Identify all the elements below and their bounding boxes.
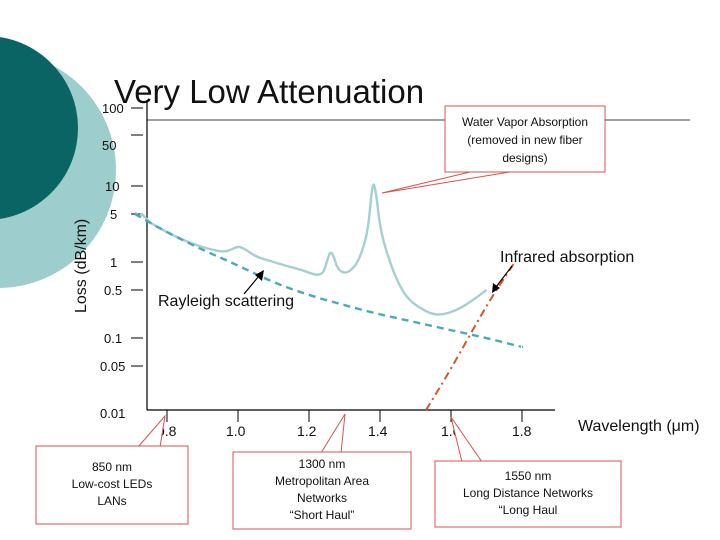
decor-circle-dark [0,37,78,219]
slide-title: Very Low Attenuation [114,73,424,110]
y-tick-label: 0.5 [104,283,122,298]
y-tick-label: 0.05 [100,359,125,374]
x-tick-label: 1.0 [226,423,246,439]
y-axis: 100 50 10 5 1 0.5 0.1 0.05 0.01 [100,101,143,421]
water-vapor-callout-box [444,105,606,173]
long-haul-callout-pointer [450,416,483,463]
callout-line: “Long Haul [499,503,558,517]
led-callout-pointer [136,414,166,448]
long-haul-callout-text: 1550 nm Long Distance Networks “Long Hau… [463,469,593,517]
x-axis-title: Wavelength (μm) [578,418,700,435]
callout-line: Low-cost LEDs [72,477,153,491]
callout-line: Metropolitan Area [275,474,369,488]
x-tick-label: 1.8 [512,423,532,439]
y-axis-title: Loss (dB/km) [73,219,90,313]
water-vapor-callout-pointer [381,171,511,194]
infrared-absorption-label: Infrared absorption [500,249,634,266]
metro-callout-box [232,451,412,530]
y-tick-label: 100 [102,101,124,116]
water-vapor-callout-text: Water Vapor Absorption (removed in new f… [462,115,588,165]
infrared-arrowhead [492,283,500,293]
infrared-arrow [495,265,513,288]
led-callout-box [35,445,189,525]
y-tick-label: 0.1 [104,331,122,346]
rayleigh-scattering-label: Rayleigh scattering [158,293,294,310]
rayleigh-arrowhead [255,270,264,281]
x-tick-label: 1.2 [297,423,317,439]
callout-line: Water Vapor Absorption [462,115,588,129]
callout-line: 1550 nm [505,469,552,483]
rayleigh-scattering-line [134,212,524,349]
y-tick-label: 5 [110,207,117,222]
metro-callout-text: 1300 nm Metropolitan Area Networks “Shor… [275,457,369,522]
callout-line: Long Distance Networks [463,486,593,500]
y-tick-label: 0.01 [100,406,125,421]
callout-line: designs) [502,151,547,165]
y-tick-label: 1 [110,255,117,270]
y-tick-label: 50 [102,138,116,153]
x-tick-label: 1.4 [368,423,388,439]
callout-line: LANs [97,494,126,508]
callout-line: Networks [297,491,347,505]
callout-line: 1300 nm [299,457,346,471]
rayleigh-arrow [243,275,260,295]
long-haul-callout-box [434,460,622,528]
callout-line: “Short Haul” [290,508,355,522]
infrared-absorption-line [425,261,516,411]
callout-line: (removed in new fiber [467,133,582,147]
callout-line: 850 nm [92,460,132,474]
led-callout-text: 850 nm Low-cost LEDs LANs [72,460,153,508]
y-tick-label: 10 [105,179,119,194]
metro-callout-pointer [320,413,346,454]
